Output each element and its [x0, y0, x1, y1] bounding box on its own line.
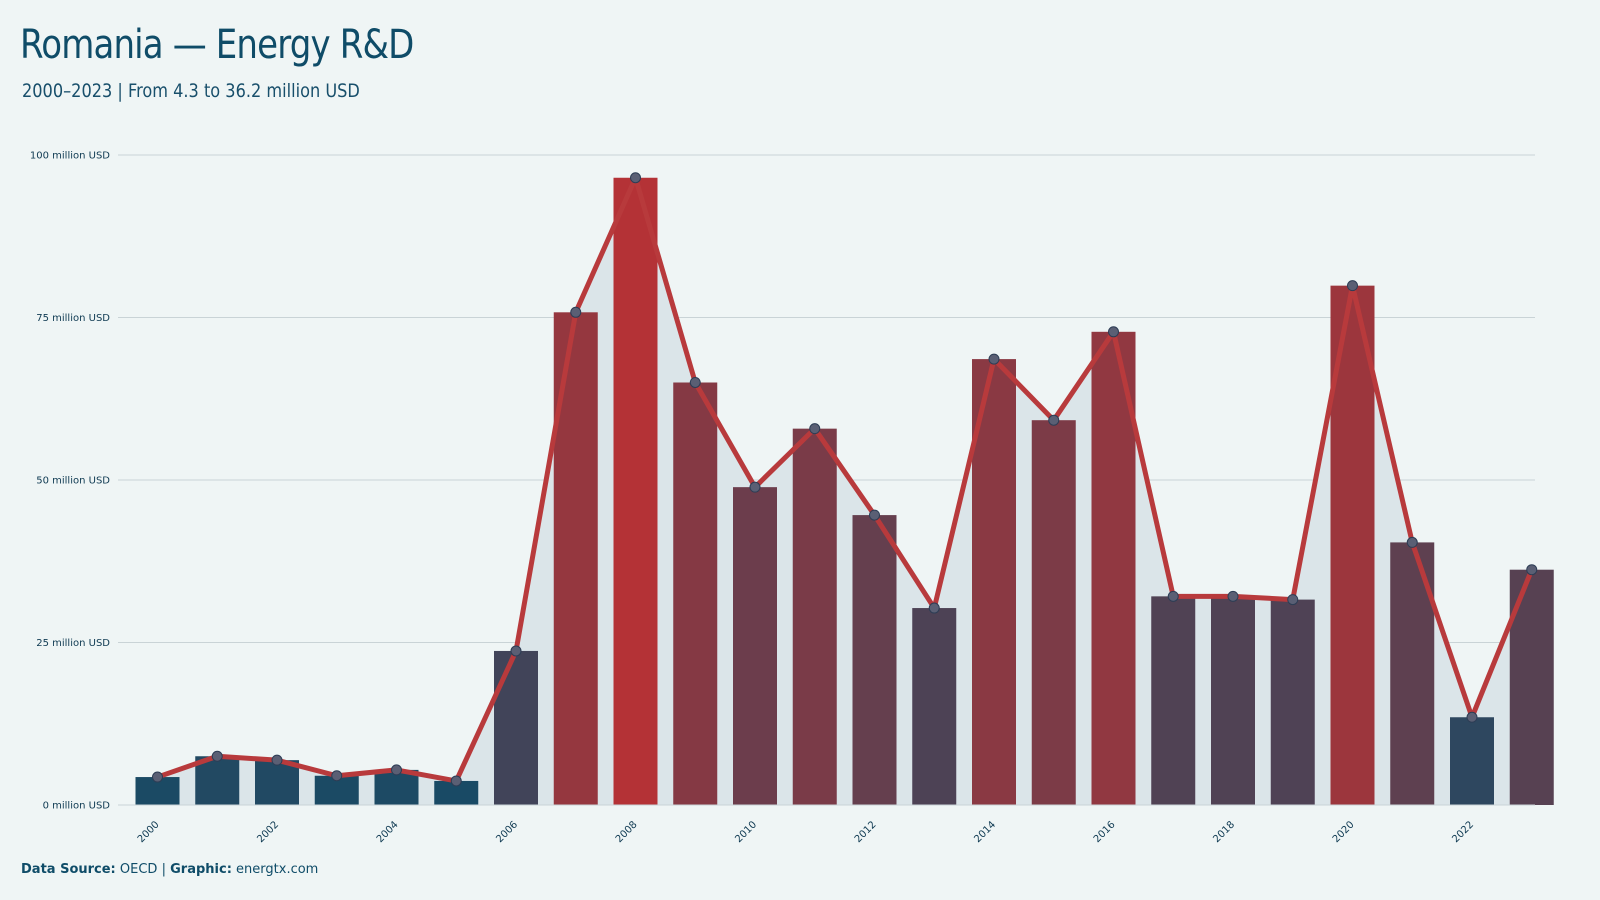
- bar: [733, 487, 777, 805]
- data-point: [331, 770, 343, 782]
- data-point: [152, 771, 163, 783]
- bar: [1151, 596, 1196, 805]
- x-tick-label: 2012: [853, 819, 879, 845]
- bar: [1450, 717, 1494, 805]
- x-tick-label: 2020: [1331, 819, 1357, 845]
- data-point: [809, 423, 821, 435]
- data-point: [1048, 414, 1060, 426]
- graphic-value: energtx.com: [236, 862, 319, 877]
- bar: [1270, 599, 1315, 805]
- bar: [195, 756, 240, 805]
- data-point: [630, 172, 641, 184]
- chart-subtitle: 2000–2023 | From 4.3 to 36.2 million USD: [22, 80, 360, 102]
- data-point: [1108, 326, 1119, 338]
- y-tick-label: 50 million USD: [36, 476, 110, 487]
- data-point: [1287, 594, 1299, 606]
- data-point: [928, 602, 940, 614]
- x-tick-label: 2000: [136, 819, 162, 845]
- data-point: [271, 754, 283, 766]
- data-point: [1227, 590, 1239, 602]
- bar: [255, 760, 299, 805]
- x-tick-label: 2006: [494, 819, 520, 845]
- data-point: [1526, 564, 1538, 576]
- data-point: [1347, 280, 1358, 292]
- source-value: OECD: [119, 862, 158, 877]
- data-point: [749, 481, 761, 493]
- bar: [374, 769, 419, 805]
- source-label: Data Source:: [21, 862, 116, 877]
- y-tick-label: 75 million USD: [36, 313, 110, 324]
- source-separator: |: [161, 862, 166, 877]
- bar: [792, 428, 837, 805]
- x-tick-label: 2018: [1211, 819, 1237, 845]
- y-tick-label: 100 million USD: [30, 151, 110, 162]
- series-line: [155, 175, 1535, 784]
- x-tick-label: 2002: [255, 819, 281, 845]
- graphic-label: Graphic:: [170, 862, 232, 877]
- data-point: [988, 353, 1000, 365]
- data-point: [211, 750, 223, 762]
- data-point: [1406, 536, 1418, 548]
- data-point: [1167, 590, 1179, 602]
- y-tick-label: 25 million USD: [36, 638, 110, 649]
- bar: [972, 359, 1016, 805]
- bar: [673, 382, 718, 805]
- x-tick-label: 2008: [614, 819, 640, 845]
- bar: [1211, 596, 1255, 805]
- bar: [1091, 331, 1136, 805]
- x-tick-label: 2010: [733, 819, 759, 845]
- bar: [494, 650, 538, 805]
- bar: [1031, 420, 1076, 805]
- source-note: Data Source: OECD | Graphic: energtx.com: [21, 862, 318, 877]
- x-tick-label: 2016: [1092, 819, 1118, 845]
- y-tick-label: 0 million USD: [43, 801, 111, 812]
- data-point: [450, 775, 462, 787]
- data-point: [1466, 711, 1478, 723]
- data-point: [689, 377, 701, 388]
- x-tick-label: 2022: [1450, 819, 1476, 845]
- bar: [912, 608, 957, 805]
- bar: [613, 177, 658, 805]
- data-point: [391, 764, 402, 776]
- data-point: [510, 645, 522, 657]
- x-tick-label: 2014: [972, 819, 998, 845]
- x-tick-label: 2004: [375, 819, 401, 845]
- data-point: [570, 306, 582, 318]
- data-point: [869, 509, 880, 521]
- chart-title: Romania — Energy R&D: [20, 22, 414, 68]
- bar: [852, 515, 897, 805]
- area-fill: [157, 177, 1532, 805]
